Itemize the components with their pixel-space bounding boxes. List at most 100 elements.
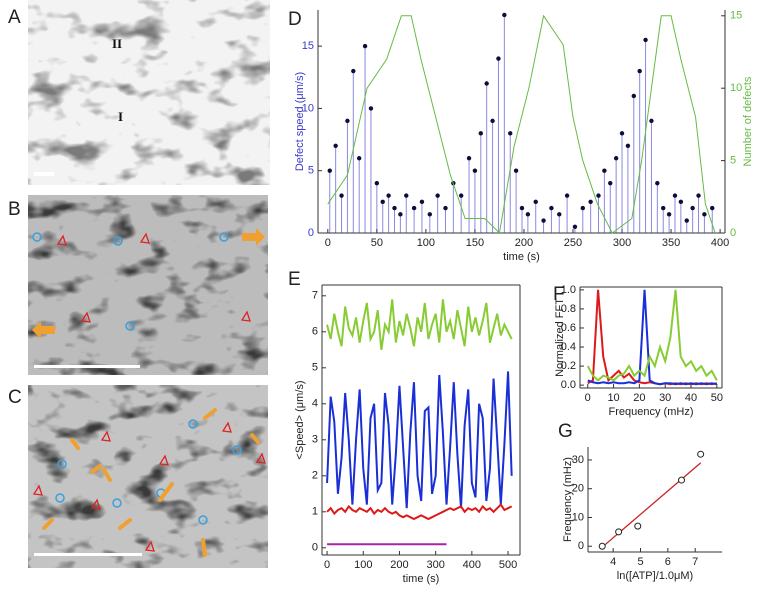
- data-line: [327, 14, 716, 235]
- y-tick-label: 0.8: [561, 303, 576, 315]
- data-line: [326, 371, 513, 509]
- point: [602, 168, 607, 173]
- x-tick-label: 300: [613, 237, 631, 249]
- y-tick-label: 15: [302, 40, 314, 52]
- x-tick-label: 250: [564, 237, 582, 249]
- panel-letter: D: [288, 9, 302, 30]
- point: [466, 156, 472, 161]
- point: [496, 56, 501, 61]
- x-tick-label: 400: [711, 237, 729, 249]
- point: [351, 68, 356, 74]
- x-tick-label: 300: [426, 559, 444, 571]
- point: [339, 193, 344, 198]
- y-tick-label: 0.4: [561, 341, 576, 353]
- x-tick-label: 5: [637, 556, 643, 568]
- point: [649, 118, 654, 124]
- x-tick-label: 30: [659, 392, 671, 404]
- point: [572, 224, 578, 229]
- point: [655, 180, 660, 186]
- x-tick-label: 400: [463, 559, 481, 571]
- x-tick-label: 10: [607, 392, 619, 404]
- panel-letter: B: [8, 199, 21, 220]
- point: [598, 542, 606, 550]
- x-tick-label: 50: [711, 392, 723, 404]
- data-line: [586, 289, 718, 382]
- point: [549, 205, 554, 211]
- point: [557, 212, 562, 217]
- point: [696, 193, 701, 198]
- x-tick-label: 6: [665, 556, 671, 568]
- point: [643, 37, 648, 43]
- point: [580, 205, 585, 211]
- y-axis-label: Defect speed (μm/s): [294, 72, 306, 171]
- point: [525, 212, 531, 217]
- micrograph-b: [28, 195, 268, 375]
- y-tick-label: 0.2: [561, 360, 576, 372]
- y-tick-label: 10: [302, 102, 314, 114]
- y-axis-label: Frequency (mHz): [562, 457, 574, 542]
- point: [502, 12, 507, 18]
- point: [478, 131, 483, 136]
- panel-letter: A: [8, 7, 21, 28]
- region-label: II: [112, 36, 122, 51]
- point: [684, 218, 689, 223]
- region-label: I: [118, 109, 123, 124]
- y-tick-label: 0: [312, 542, 318, 554]
- point: [596, 193, 601, 198]
- point: [374, 180, 380, 186]
- y2-tick-label: 0: [730, 227, 736, 239]
- y-tick-label: 7: [312, 290, 318, 302]
- y2-tick-label: 5: [730, 155, 736, 167]
- x-axis-label: time (s): [503, 251, 540, 263]
- point: [541, 218, 546, 223]
- data-line: [326, 299, 513, 350]
- x-tick-label: 150: [466, 237, 484, 249]
- x-tick-label: 0: [324, 559, 330, 571]
- y-tick-label: 0: [308, 227, 314, 239]
- point: [678, 199, 684, 205]
- x-tick-label: 40: [685, 392, 697, 404]
- x-tick-label: 0: [325, 237, 331, 249]
- y-tick-label: 5: [308, 165, 314, 177]
- y2-tick-label: 10: [730, 82, 742, 94]
- point: [404, 193, 409, 198]
- y-tick-label: 1: [312, 506, 318, 518]
- point: [564, 193, 570, 198]
- y-tick-label: 30: [572, 454, 584, 466]
- point: [519, 205, 525, 211]
- y-tick-label: 0: [578, 540, 584, 552]
- x-tick-label: 350: [662, 237, 680, 249]
- point: [427, 212, 433, 217]
- y-tick-label: 2: [312, 470, 318, 482]
- point: [631, 93, 636, 99]
- point: [398, 212, 403, 217]
- data-line: [326, 503, 513, 521]
- point: [637, 68, 642, 74]
- point: [472, 168, 478, 173]
- point: [419, 199, 425, 205]
- x-tick-label: 200: [390, 559, 408, 571]
- point: [533, 199, 538, 205]
- x-axis-label: Frequency (mHz): [609, 406, 694, 418]
- point: [368, 106, 374, 111]
- panel-letter: C: [8, 387, 22, 408]
- x-tick-label: 7: [692, 556, 698, 568]
- panel-letter: G: [558, 421, 573, 442]
- point: [392, 205, 397, 211]
- data-line: [587, 289, 718, 386]
- point: [435, 193, 440, 198]
- y-tick-label: 1.0: [561, 284, 576, 296]
- point: [443, 205, 448, 211]
- micrograph-c: [28, 385, 268, 568]
- x-tick-label: 50: [371, 237, 383, 249]
- point: [625, 143, 631, 148]
- point: [345, 118, 350, 124]
- point: [634, 522, 642, 530]
- point: [513, 168, 519, 173]
- point: [678, 476, 686, 484]
- y-tick-label: 10: [572, 511, 584, 523]
- y-tick-label: 0.0: [561, 379, 576, 391]
- y-tick-label: 6: [312, 326, 318, 338]
- point: [690, 205, 695, 211]
